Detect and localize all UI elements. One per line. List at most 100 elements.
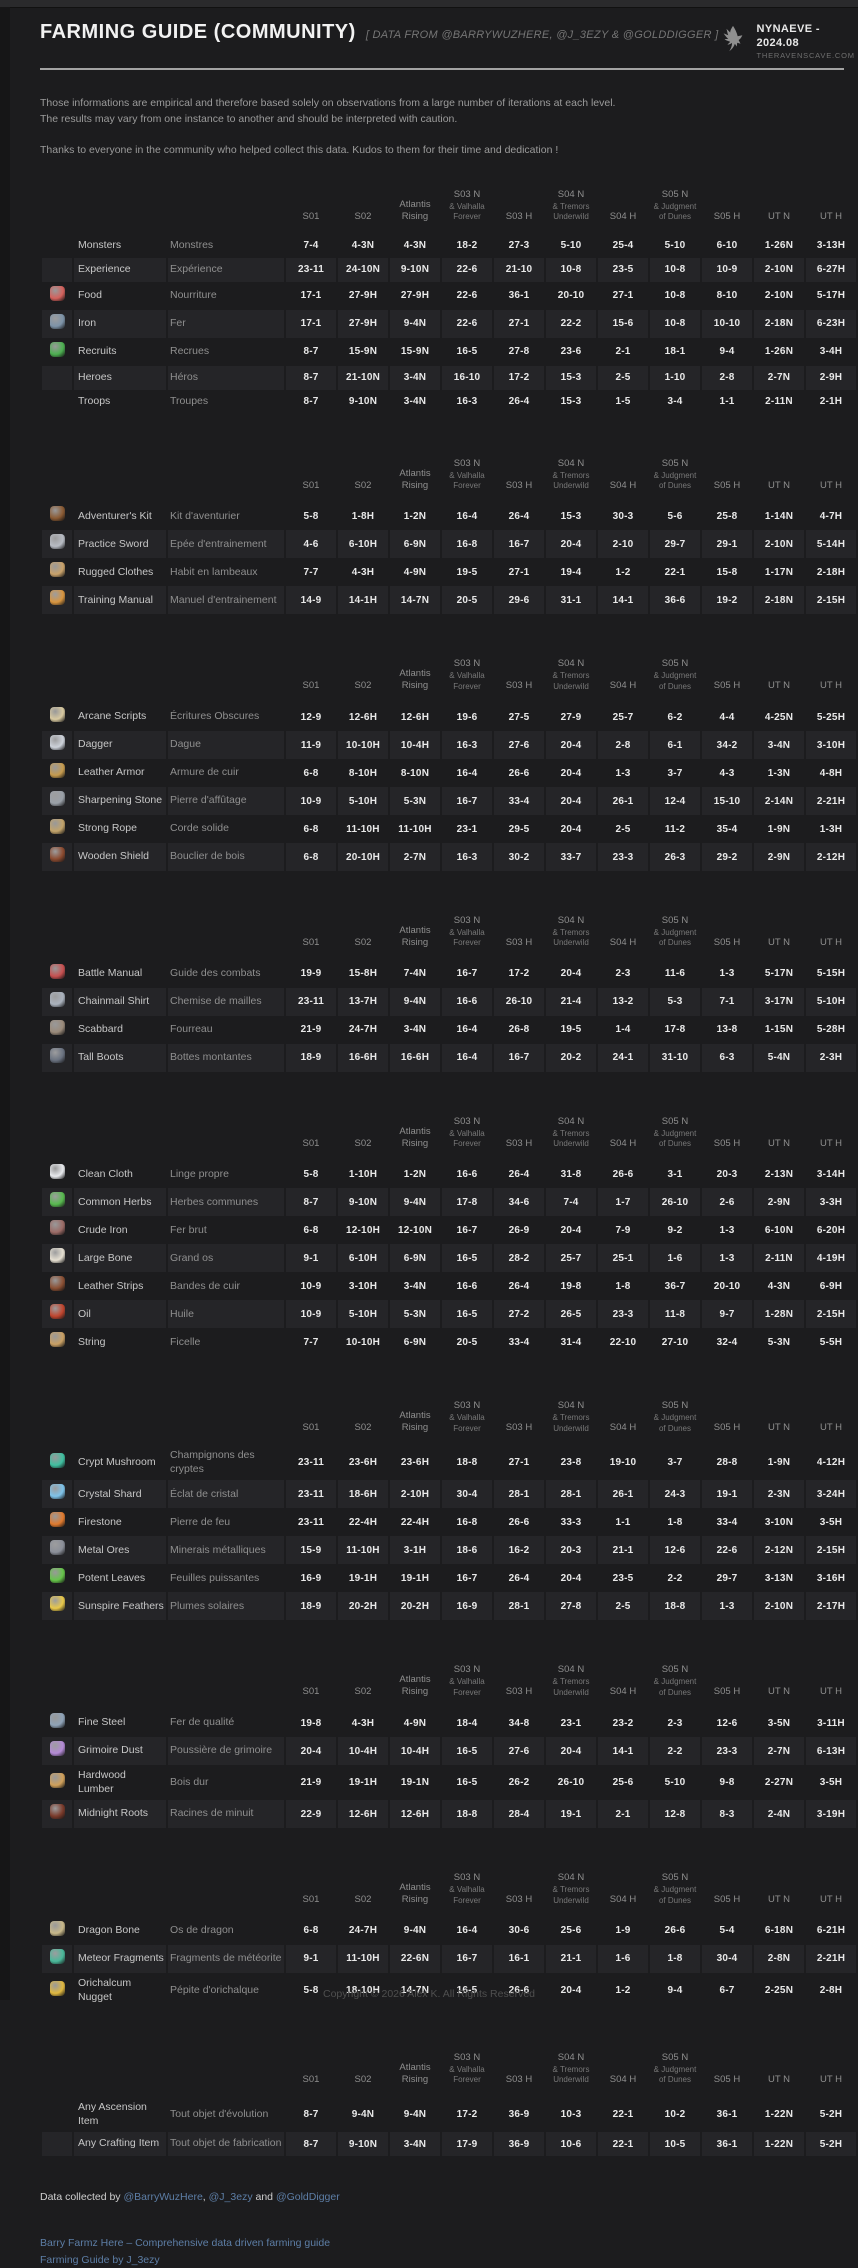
data-credit-line: Data collected by @BarryWuzHere, @J_3ezy… <box>40 2190 844 2206</box>
column-header: UT N <box>768 936 790 948</box>
credit-link[interactable]: @GoldDigger <box>275 2191 340 2204</box>
cell-value: 34-8 <box>508 1717 530 1729</box>
cell-value: 20-5 <box>456 1336 478 1348</box>
practice-sword-icon <box>49 534 65 550</box>
column-header: UT N <box>768 1422 790 1434</box>
cell-value: 18-9 <box>286 1592 336 1621</box>
cell-value: 5-15H <box>816 968 846 980</box>
cell-value: 20-4 <box>560 823 582 835</box>
cell-value: 5-10 <box>664 1777 686 1789</box>
column-header: Atlantis Rising <box>399 1674 431 1698</box>
cell-value: 36-1 <box>508 290 530 302</box>
cell-value: 15-8H <box>348 968 378 980</box>
column-header: Atlantis Rising <box>399 2062 431 2085</box>
cell-value: 16-6 <box>442 987 492 1016</box>
cell-value: 36-1 <box>702 2132 752 2157</box>
cell-value: 1-28N <box>754 1300 804 1329</box>
table-row: Monsters Monstres 7-4 4-3N 4-3N 18-2 27-3 5-10 2… <box>42 234 856 258</box>
cell-value: 19-10 <box>609 1457 637 1469</box>
footer-link[interactable]: Barry Farmz Here – Comprehensive data dr… <box>40 2236 331 2249</box>
cell-value: 1-10 <box>650 365 700 390</box>
item-name-fr: Minerais métalliques <box>168 1536 284 1565</box>
cell-value: 23-6H <box>400 1457 430 1469</box>
cell-value: 20-10H <box>338 843 388 872</box>
cell-value: 11-6 <box>664 968 686 980</box>
cell-value: 5-25H <box>816 711 846 723</box>
cell-value: 5-10 <box>664 240 686 252</box>
table-row: Dragon Bone Os de dragon 6-8 24-7H 9-4N 16-4 3… <box>42 1917 856 1945</box>
cell-value: 20-4 <box>560 968 582 980</box>
cell-value: 10-8 <box>650 257 700 282</box>
column-header: S05 N & Judgment of Dunes <box>653 1664 697 1697</box>
credit-link[interactable]: @J_3ezy <box>208 2191 253 2204</box>
cell-value: 16-3 <box>442 843 492 872</box>
table-row: Iron Fer 17-1 27-9H 9-4N 22-6 27-1 22-2 15-6 10-8… <box>42 309 856 338</box>
cell-value: 22-9 <box>286 1800 336 1829</box>
column-header: S04 H <box>609 936 637 948</box>
cell-value: 1-26N <box>764 240 794 252</box>
cell-value: 17-2 <box>494 365 544 390</box>
column-header: UT H <box>820 1422 842 1434</box>
cell-value: 16-6 <box>456 1168 478 1180</box>
cell-value: 3-24H <box>806 1480 856 1509</box>
column-header: S03 N & Valhalla Forever <box>449 1664 485 1697</box>
cell-value: 2-3 <box>615 968 631 980</box>
cell-value: 10-9 <box>286 787 336 816</box>
item-name-fr: Plumes solaires <box>168 1592 284 1621</box>
cell-value: 3-7 <box>667 767 683 779</box>
column-header: UT H <box>820 479 842 491</box>
leather-strips-icon <box>49 1276 65 1292</box>
farming-table: S01 S02 Atlantis Rising S03 N & Valhalla For… <box>40 1116 858 1357</box>
column-header: S05 H <box>713 2074 741 2085</box>
item-name-fr: Tout objet d'évolution <box>170 2107 269 2120</box>
column-header: S05 H <box>713 479 741 491</box>
table-row: Firestone Pierre de feu 23-11 22-4H 22-4H 16-… <box>42 1508 856 1536</box>
footer-link[interactable]: Farming Guide by J_3ezy <box>40 2253 160 2266</box>
cell-value: 12-9 <box>300 711 322 723</box>
cell-value: 15-9N <box>348 346 378 358</box>
table-row: Leather Armor Armure de cuir 6-8 8-10H 8-10N… <box>42 759 856 787</box>
cell-value: 26-10 <box>650 1188 700 1217</box>
cell-value: 23-8 <box>560 1457 582 1469</box>
logo-site: THERAVENSCAVE.COM <box>756 50 855 60</box>
cell-value: 5-4 <box>719 1925 735 1937</box>
cell-value: 8-7 <box>303 396 319 408</box>
cell-value: 15-9 <box>286 1536 336 1565</box>
table-row: Any Ascension Item Tout objet d'évolution… <box>42 2097 856 2132</box>
item-name-en: Heroes <box>74 365 166 390</box>
cell-value: 19-1H <box>348 1572 378 1584</box>
item-name-en: Adventurer's Kit <box>78 509 152 522</box>
cell-value: 29-7 <box>650 530 700 559</box>
cell-value: 26-6 <box>508 767 530 779</box>
cell-value: 9-10N <box>348 396 378 408</box>
cell-value: 26-2 <box>508 1777 530 1789</box>
item-name-fr: Bottes montantes <box>168 1043 284 1072</box>
column-header: S03 H <box>505 2074 533 2085</box>
cell-value: 5-28H <box>816 1024 846 1036</box>
cell-value: 2-10N <box>764 290 794 302</box>
farming-table: S01 S02 Atlantis Rising S03 N & Valhalla For… <box>40 189 858 414</box>
cell-value: 23-3 <box>702 1737 752 1765</box>
cell-value: 1-2N <box>403 510 427 522</box>
column-header: S05 H <box>713 1894 741 1906</box>
cell-value: 8-10N <box>400 767 430 779</box>
cell-value: 5-6 <box>667 510 683 522</box>
fine-steel-icon <box>49 1713 65 1728</box>
column-header: S05 N & Judgment of Dunes <box>653 189 697 222</box>
cell-value: 12-6H <box>348 711 378 723</box>
credit-text: Data collected by <box>40 2191 124 2204</box>
column-header-row: S01 S02 Atlantis Rising S03 N & Valhalla For… <box>42 1664 856 1709</box>
recruits-icon <box>49 341 65 357</box>
cell-value: 4-3 <box>719 767 735 779</box>
cell-value: 2-11N <box>765 396 793 408</box>
rugged-clothes-icon <box>49 562 65 578</box>
table-row: Leather Strips Bandes de cuir 10-9 3-10H 3-4… <box>42 1272 856 1300</box>
cell-value: 4-7H <box>819 510 843 522</box>
table-row: Arcane Scripts Écritures Obscures 12-9 12-6… <box>42 703 856 731</box>
cell-value: 16-5 <box>456 1985 478 1997</box>
column-header: S04 H <box>609 479 637 491</box>
adventurers-kit-icon <box>49 506 65 522</box>
credit-link[interactable]: @BarryWuzHere <box>123 2191 203 2204</box>
column-header-row: S01 S02 Atlantis Rising S03 N & Valhalla For… <box>42 658 856 703</box>
column-header: S05 N & Judgment of Dunes <box>653 2052 697 2085</box>
